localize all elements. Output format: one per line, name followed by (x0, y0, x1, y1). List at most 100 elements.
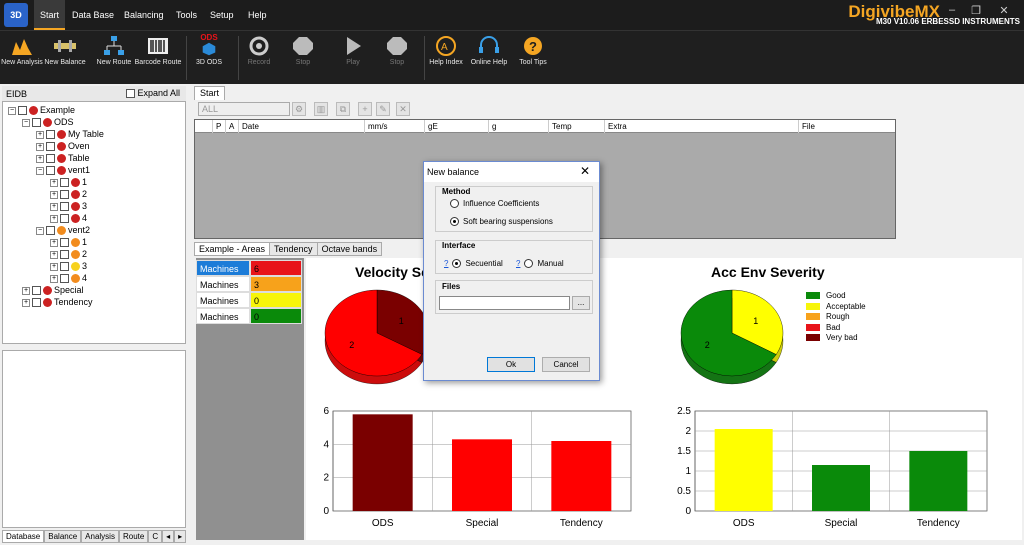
tab-start[interactable]: Start (194, 86, 226, 100)
checkbox-icon[interactable] (60, 250, 69, 260)
tree-node[interactable]: +1 (50, 237, 88, 248)
checkbox-icon[interactable] (32, 298, 41, 308)
tree-node[interactable]: + Tendency (22, 297, 93, 308)
minimize-button[interactable]: – (948, 4, 956, 16)
3d-ods-button[interactable]: ODS 3D ODS (181, 34, 237, 67)
chart-icon[interactable]: ▥ (314, 102, 328, 116)
menu-tools[interactable]: Tools (176, 10, 198, 20)
new-balance-button[interactable]: New Balance (37, 34, 93, 67)
restore-button[interactable]: ❐ (971, 5, 981, 17)
expand-toggle-icon[interactable]: + (36, 130, 44, 139)
tree-node[interactable]: + Table (36, 153, 90, 164)
cancel-button[interactable]: Cancel (542, 357, 590, 372)
scroll-right-icon[interactable]: ▸ (174, 530, 187, 543)
online-help-button[interactable]: Online Help (461, 34, 517, 67)
tab-route[interactable]: Route (118, 530, 149, 543)
column-extra[interactable]: Extra (604, 120, 627, 133)
tab-octave-bands[interactable]: Octave bands (316, 242, 383, 256)
checkbox-icon[interactable] (60, 262, 69, 272)
expand-all-checkbox[interactable]: Expand All (126, 88, 180, 99)
tree-node[interactable]: +4 (50, 273, 88, 284)
tree-node[interactable]: +1 (50, 177, 88, 188)
checkbox-icon[interactable] (32, 118, 41, 128)
tab-database[interactable]: Database (2, 530, 45, 543)
column-g[interactable]: g (488, 120, 496, 133)
tree-node[interactable]: +2 (50, 249, 88, 260)
tree-node[interactable]: +2 (50, 189, 88, 200)
expand-toggle-icon[interactable]: − (36, 226, 44, 235)
tree-node[interactable]: + My Table (36, 129, 104, 140)
column-temp[interactable]: Temp (548, 120, 572, 133)
tree-node[interactable]: − ODS (22, 117, 74, 128)
tree-node[interactable]: − vent2 (36, 225, 91, 236)
expand-toggle-icon[interactable]: − (8, 106, 16, 115)
tab-balance[interactable]: Balance (44, 530, 82, 543)
tree-node[interactable]: + Special (22, 285, 84, 296)
expand-toggle-icon[interactable]: + (50, 202, 58, 211)
menu-start[interactable]: Start (34, 0, 66, 30)
checkbox-icon[interactable] (46, 226, 55, 236)
add-icon[interactable]: + (358, 102, 372, 116)
expand-toggle-icon[interactable]: − (36, 166, 44, 175)
tab-more[interactable]: C (148, 530, 163, 543)
checkbox-icon[interactable] (46, 166, 55, 176)
column-date[interactable]: Date (238, 120, 259, 133)
close-button[interactable]: ✕ (999, 5, 1009, 17)
checkbox-icon[interactable] (60, 214, 69, 224)
tree-node[interactable]: +4 (50, 213, 88, 224)
filter-select[interactable]: ALL (198, 102, 290, 116)
menu-help[interactable]: Help (248, 10, 267, 20)
play-button[interactable]: Play (325, 34, 381, 67)
filter-settings-icon[interactable]: ⚙ (292, 102, 306, 116)
copy-icon[interactable]: ⧉ (336, 102, 350, 116)
column-ge[interactable]: gE (424, 120, 438, 133)
secuential-radio[interactable]: ? Secuential (444, 259, 503, 269)
expand-toggle-icon[interactable]: − (22, 118, 30, 127)
checkbox-icon[interactable] (46, 142, 55, 152)
area-row[interactable]: Machines 0 (196, 292, 302, 308)
tab-tendency[interactable]: Tendency (269, 242, 318, 256)
expand-toggle-icon[interactable]: + (50, 214, 58, 223)
browse-button[interactable]: ... (572, 296, 590, 310)
checkbox-icon[interactable] (32, 286, 41, 296)
tree-node[interactable]: +3 (50, 261, 88, 272)
tree-node[interactable]: − vent1 (36, 165, 91, 176)
expand-toggle-icon[interactable]: + (36, 142, 44, 151)
stop-button[interactable]: Stop (275, 34, 331, 67)
tree-node[interactable]: + Oven (36, 141, 90, 152)
expand-toggle-icon[interactable]: + (36, 154, 44, 163)
tree-node[interactable]: +3 (50, 201, 88, 212)
area-row[interactable]: Machines 6 (196, 260, 302, 276)
checkbox-icon[interactable] (46, 154, 55, 164)
menu-database[interactable]: Data Base (72, 10, 115, 20)
checkbox-icon[interactable] (46, 130, 55, 140)
expand-toggle-icon[interactable]: + (50, 238, 58, 247)
edit-icon[interactable]: ✎ (376, 102, 390, 116)
column-file[interactable]: File (798, 120, 815, 133)
dialog-close-icon[interactable]: ✕ (580, 164, 591, 178)
expand-toggle-icon[interactable]: + (22, 298, 30, 307)
area-row[interactable]: Machines 0 (196, 308, 302, 324)
stop-play-button[interactable]: Stop (369, 34, 425, 67)
checkbox-icon[interactable] (60, 202, 69, 212)
tab-analysis[interactable]: Analysis (81, 530, 119, 543)
new-route-button[interactable]: New Route (86, 34, 142, 67)
tree-node[interactable]: − Example (8, 105, 76, 116)
checkbox-icon[interactable] (60, 190, 69, 200)
tool-tips-button[interactable]: ? Tool Tips (505, 34, 561, 67)
checkbox-icon[interactable] (18, 106, 27, 116)
files-input[interactable] (439, 296, 570, 310)
expand-toggle-icon[interactable]: + (50, 262, 58, 271)
column-mms[interactable]: mm/s (364, 120, 388, 133)
help-link-secuential[interactable]: ? (444, 259, 449, 268)
manual-radio[interactable]: ? Manual (516, 259, 564, 269)
expand-toggle-icon[interactable]: + (22, 286, 30, 295)
column-a[interactable]: A (225, 120, 234, 133)
delete-icon[interactable]: ✕ (396, 102, 410, 116)
expand-toggle-icon[interactable]: + (50, 178, 58, 187)
scroll-left-icon[interactable]: ◂ (162, 530, 175, 543)
influence-coefficients-radio[interactable]: Influence Coefficients (450, 198, 539, 210)
expand-toggle-icon[interactable]: + (50, 250, 58, 259)
menu-setup[interactable]: Setup (210, 10, 234, 20)
expand-toggle-icon[interactable]: + (50, 274, 58, 283)
